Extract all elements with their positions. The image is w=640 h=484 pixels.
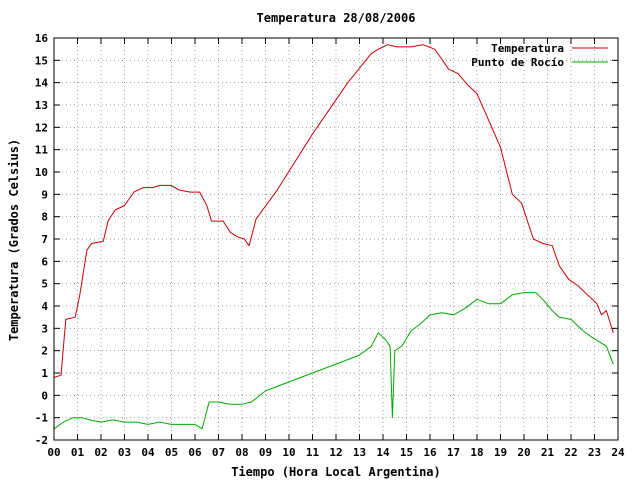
x-tick-label: 09 xyxy=(259,446,272,459)
x-tick-label: 08 xyxy=(235,446,248,459)
chart-title: Temperatura 28/08/2006 xyxy=(257,11,416,25)
y-tick-label: 13 xyxy=(35,99,48,112)
x-tick-label: 03 xyxy=(118,446,131,459)
x-tick-label: 05 xyxy=(165,446,178,459)
x-tick-label: 17 xyxy=(447,446,460,459)
y-tick-label: 11 xyxy=(35,144,49,157)
y-tick-label: 12 xyxy=(35,121,48,134)
y-tick-label: 4 xyxy=(41,300,48,313)
x-axis-label: Tiempo (Hora Local Argentina) xyxy=(231,465,441,479)
x-tick-label: 24 xyxy=(611,446,625,459)
x-tick-label: 23 xyxy=(588,446,601,459)
x-tick-label: 04 xyxy=(141,446,155,459)
x-tick-label: 15 xyxy=(400,446,413,459)
y-tick-label: 3 xyxy=(41,322,48,335)
y-tick-label: 0 xyxy=(41,389,48,402)
x-tick-label: 21 xyxy=(541,446,555,459)
x-tick-label: 06 xyxy=(188,446,202,459)
x-tick-label: 16 xyxy=(423,446,437,459)
x-tick-label: 13 xyxy=(353,446,366,459)
y-tick-label: 16 xyxy=(35,32,49,45)
y-tick-label: 15 xyxy=(35,54,48,67)
y-tick-label: 14 xyxy=(35,77,49,90)
series-line-temperatura xyxy=(53,44,614,378)
y-tick-label: 1 xyxy=(41,367,48,380)
x-tick-label: 02 xyxy=(94,446,107,459)
series-layer xyxy=(53,44,614,430)
x-tick-label: 00 xyxy=(47,446,60,459)
x-tick-label: 07 xyxy=(212,446,225,459)
grid xyxy=(54,38,618,440)
x-tick-label: 11 xyxy=(306,446,320,459)
y-tick-label: 7 xyxy=(41,233,48,246)
y-tick-label: 2 xyxy=(41,345,48,358)
y-tick-label: 5 xyxy=(41,278,48,291)
y-axis-label: Temperatura (Grados Celsius) xyxy=(7,139,21,341)
legend-label: Temperatura xyxy=(491,42,564,55)
y-tick-label: -2 xyxy=(35,434,48,447)
x-tick-label: 18 xyxy=(470,446,483,459)
legend-label: Punto de Rocío xyxy=(471,56,564,69)
y-tick-label: 8 xyxy=(41,211,48,224)
x-tick-label: 14 xyxy=(376,446,390,459)
x-tick-label: 19 xyxy=(494,446,507,459)
y-tick-label: -1 xyxy=(35,412,49,425)
x-tick-label: 10 xyxy=(282,446,295,459)
x-tick-label: 22 xyxy=(564,446,577,459)
x-tick-label: 01 xyxy=(71,446,85,459)
x-tick-label: 12 xyxy=(329,446,342,459)
y-tick-label: 6 xyxy=(41,255,48,268)
y-tick-label: 10 xyxy=(35,166,48,179)
x-tick-label: 20 xyxy=(517,446,530,459)
y-tick-label: 9 xyxy=(41,188,48,201)
series-line-punto-de-rocio xyxy=(53,292,614,430)
axis-ticks: 00 01 02 03 04 05 06 07 08 09 10 11 12 13 14 15 16 17 18 19… xyxy=(35,32,625,459)
